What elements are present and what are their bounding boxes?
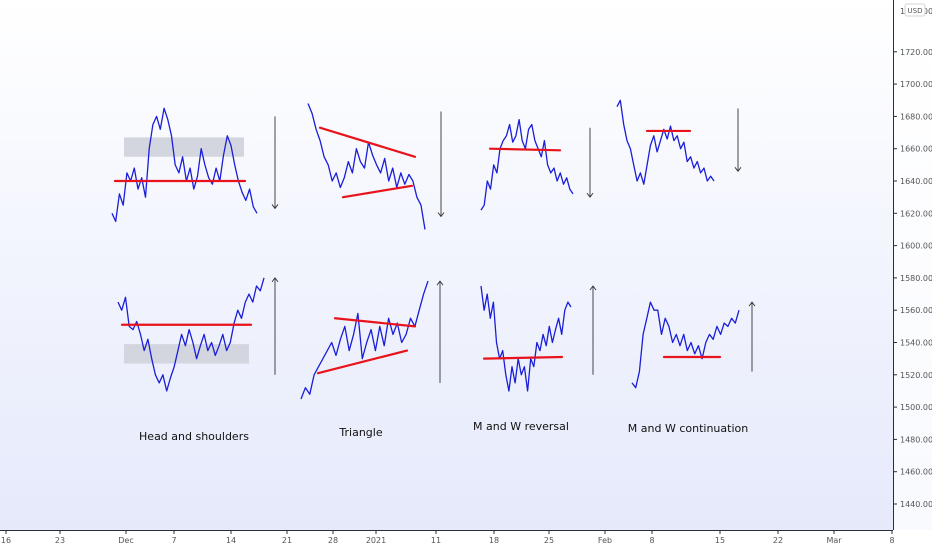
price-tick-label: 1620.000	[900, 209, 932, 218]
pattern-4-bullish-up-arrow	[748, 301, 756, 372]
pattern-2-bullish-upper-trendline	[333, 317, 417, 328]
pattern-3-bullish-up-arrow	[589, 285, 597, 375]
price-tick-label: 1700.000	[900, 80, 932, 89]
pattern-3-bullish-price-line	[480, 285, 572, 392]
pattern-1-bullish-up-arrow	[271, 277, 279, 375]
trend-lines-layer	[113, 126, 722, 375]
pattern-4-bearish-price-line	[616, 99, 715, 185]
pattern-1-bearish-zone	[124, 137, 244, 157]
time-tick-label: 21	[282, 536, 292, 545]
arrow-head	[589, 285, 597, 291]
pattern-3-bullish-neckline	[482, 355, 564, 360]
pattern-2-bearish-price-line	[307, 103, 426, 230]
price-axis-background	[893, 0, 932, 530]
time-tick-label: 28	[328, 536, 338, 545]
arrow-head	[748, 301, 756, 307]
price-tick-label: 1440.000	[900, 500, 932, 509]
time-tick-label: 25	[544, 536, 554, 545]
arrow-head	[586, 192, 594, 198]
pattern-2-bearish-lower-trendline	[341, 184, 414, 199]
time-tick-label: 22	[773, 536, 783, 545]
price-tick-label: 1600.000	[900, 242, 932, 251]
price-tick-label: 1720.000	[900, 48, 932, 57]
pattern-3-bearish-neckline	[488, 147, 562, 152]
pattern-label-triangle: Triangle	[338, 426, 382, 439]
arrow-head	[271, 204, 279, 210]
pattern-1-bearish-price-line	[111, 107, 258, 223]
price-tick-label: 1520.000	[900, 371, 932, 380]
price-tick-label: 1640.000	[900, 177, 932, 186]
price-tick-label: 1480.000	[900, 435, 932, 444]
pattern-4-bearish-down-arrow	[734, 108, 742, 173]
time-axis-background	[0, 530, 932, 550]
time-tick-label: 14	[226, 536, 236, 545]
time-axis-ticks: 16 23 Dec 7 14 21 28 2021 11 18 25 Feb 8 15 22 Mar 8	[1, 530, 895, 545]
pattern-labels: Head and shoulders Triangle M and W reve…	[139, 420, 748, 443]
pattern-2-bearish-upper-trendline	[318, 126, 417, 158]
series-layer	[111, 99, 740, 400]
price-tick-label: 1460.000	[900, 468, 932, 477]
time-tick-label: 15	[715, 536, 725, 545]
pattern-2-bullish-up-arrow	[436, 280, 444, 383]
price-axis-ticks: 1440.000 1460.000 1480.000 1500.000 1520.000…	[893, 48, 932, 509]
pattern-3-bearish-price-line	[480, 118, 574, 211]
time-tick-label: 2021	[366, 536, 386, 545]
time-tick-label: Feb	[598, 536, 612, 545]
arrows-layer	[271, 108, 756, 383]
time-tick-label: Dec	[118, 536, 133, 545]
arrow-head	[271, 277, 279, 283]
price-tick-label: 1500.000	[900, 403, 932, 412]
time-tick-label: 8	[889, 536, 894, 545]
price-tick-label: 1680.000	[900, 112, 932, 121]
time-tick-label: 16	[1, 536, 11, 545]
arrow-head	[734, 167, 742, 173]
time-tick-label: 8	[649, 536, 654, 545]
currency-badge[interactable]	[904, 3, 926, 17]
arrow-head	[436, 280, 444, 286]
time-tick-label: 23	[55, 536, 65, 545]
pattern-2-bullish-price-line	[300, 280, 429, 400]
pattern-label-m-and-w-continuation: M and W continuation	[628, 422, 748, 435]
time-tick-label: Mar	[826, 536, 842, 545]
pattern-1-bearish-down-arrow	[271, 116, 279, 210]
price-tick-label: 1560.000	[900, 306, 932, 315]
pattern-2-bearish-down-arrow	[437, 111, 445, 218]
pattern-4-bullish-price-line	[631, 301, 740, 389]
time-tick-label: 18	[489, 536, 499, 545]
pattern-label-m-and-w-reversal: M and W reversal	[473, 420, 569, 433]
pattern-2-bullish-lower-trendline	[316, 349, 409, 375]
price-tick-label: 1660.000	[900, 145, 932, 154]
time-tick-label: 7	[171, 536, 176, 545]
price-tick-label: 1540.000	[900, 339, 932, 348]
currency-label: USD	[908, 7, 923, 15]
pattern-1-bullish-price-line	[117, 277, 265, 392]
price-tick-label: 1580.000	[900, 274, 932, 283]
pattern-3-bearish-down-arrow	[586, 127, 594, 198]
pattern-label-head-and-shoulders: Head and shoulders	[139, 430, 249, 443]
time-tick-label: 11	[431, 536, 441, 545]
arrow-head	[437, 212, 445, 218]
